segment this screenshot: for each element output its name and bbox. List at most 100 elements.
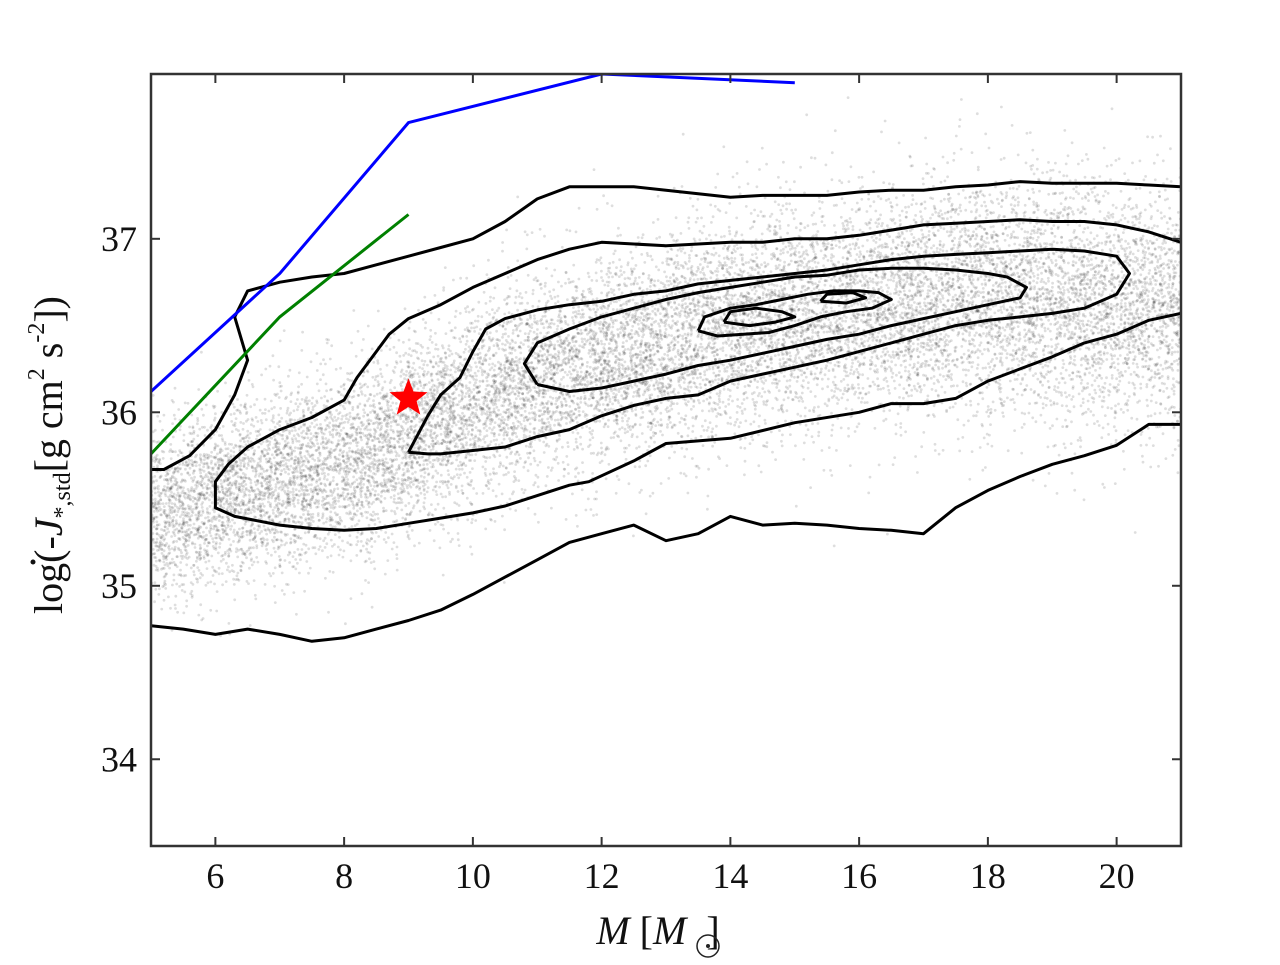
- cloud-point: [982, 262, 985, 265]
- cloud-point: [1009, 380, 1012, 383]
- cloud-point: [687, 221, 690, 224]
- cloud-point: [1123, 468, 1126, 471]
- cloud-point: [1073, 489, 1076, 492]
- cloud-point: [532, 289, 535, 292]
- cloud-point: [219, 542, 222, 545]
- cloud-point: [1080, 439, 1083, 442]
- cloud-point: [895, 423, 898, 426]
- cloud-point: [1115, 439, 1118, 442]
- cloud-point: [192, 500, 195, 503]
- cloud-point: [394, 482, 397, 485]
- cloud-point: [376, 393, 379, 396]
- cloud-point: [1100, 242, 1103, 245]
- cloud-point: [937, 212, 940, 215]
- cloud-point: [487, 487, 490, 490]
- cloud-point: [310, 437, 313, 440]
- cloud-point: [1148, 437, 1151, 440]
- cloud-point: [1092, 397, 1095, 400]
- cloud-point: [490, 440, 493, 443]
- cloud-point: [1107, 423, 1110, 426]
- cloud-point: [1100, 313, 1103, 316]
- cloud-point: [489, 473, 492, 476]
- cloud-point: [350, 597, 353, 600]
- cloud-point: [999, 341, 1002, 344]
- cloud-point: [1107, 192, 1110, 195]
- cloud-point: [963, 424, 966, 427]
- cloud-point: [655, 237, 658, 240]
- cloud-point: [1037, 274, 1040, 277]
- cloud-point: [934, 333, 937, 336]
- cloud-point: [1079, 436, 1082, 439]
- cloud-point: [1120, 299, 1123, 302]
- cloud-point: [1024, 230, 1027, 233]
- cloud-point: [739, 421, 742, 424]
- cloud-point: [310, 516, 313, 519]
- cloud-point: [321, 549, 324, 552]
- cloud-point: [362, 415, 365, 418]
- cloud-point: [1061, 366, 1064, 369]
- cloud-point: [691, 416, 694, 419]
- cloud-point: [861, 397, 864, 400]
- cloud-point: [613, 293, 616, 296]
- cloud-point: [468, 311, 471, 314]
- cloud-point: [512, 332, 515, 335]
- cloud-point: [781, 445, 784, 448]
- cloud-point: [573, 345, 576, 348]
- cloud-point: [1003, 157, 1006, 160]
- cloud-point: [389, 437, 392, 440]
- cloud-point: [723, 388, 726, 391]
- cloud-point: [480, 315, 483, 318]
- cloud-point: [358, 519, 361, 522]
- cloud-point: [1111, 107, 1114, 110]
- cloud-point: [861, 176, 864, 179]
- cloud-point: [207, 581, 210, 584]
- cloud-point: [670, 368, 673, 371]
- cloud-point: [1080, 382, 1083, 385]
- cloud-point: [739, 295, 742, 298]
- cloud-point: [1047, 446, 1050, 449]
- cloud-point: [588, 427, 591, 430]
- cloud-point: [608, 463, 611, 466]
- cloud-point: [895, 433, 898, 436]
- cloud-point: [685, 320, 688, 323]
- cloud-point: [839, 389, 842, 392]
- cloud-point: [716, 392, 719, 395]
- cloud-point: [962, 380, 965, 383]
- cloud-point: [404, 432, 407, 435]
- cloud-point: [235, 417, 238, 420]
- cloud-point: [685, 448, 688, 451]
- cloud-point: [153, 440, 156, 443]
- cloud-point: [1001, 292, 1004, 295]
- cloud-point: [722, 247, 725, 250]
- cloud-point: [162, 502, 165, 505]
- cloud-point: [958, 206, 961, 209]
- cloud-point: [203, 557, 206, 560]
- cloud-point: [1158, 336, 1161, 339]
- cloud-point: [406, 513, 409, 516]
- cloud-point: [406, 531, 409, 534]
- cloud-point: [812, 441, 815, 444]
- cloud-point: [600, 262, 603, 265]
- cloud-point: [834, 231, 837, 234]
- cloud-point: [715, 434, 718, 437]
- cloud-point: [795, 335, 798, 338]
- cloud-point: [688, 227, 691, 230]
- cloud-point: [1046, 223, 1049, 226]
- cloud-point: [498, 483, 501, 486]
- cloud-point: [786, 409, 789, 412]
- cloud-point: [640, 407, 643, 410]
- cloud-point: [983, 437, 986, 440]
- cloud-point: [651, 310, 654, 313]
- cloud-point: [982, 332, 985, 335]
- cloud-point: [719, 348, 722, 351]
- cloud-point: [986, 213, 989, 216]
- cloud-point: [201, 426, 204, 429]
- cloud-point: [295, 613, 298, 616]
- cloud-point: [892, 354, 895, 357]
- cloud-point: [401, 478, 404, 481]
- cloud-point: [524, 230, 527, 233]
- cloud-point: [272, 379, 275, 382]
- cloud-point: [1141, 244, 1144, 247]
- cloud-point: [762, 400, 765, 403]
- cloud-point: [412, 362, 415, 365]
